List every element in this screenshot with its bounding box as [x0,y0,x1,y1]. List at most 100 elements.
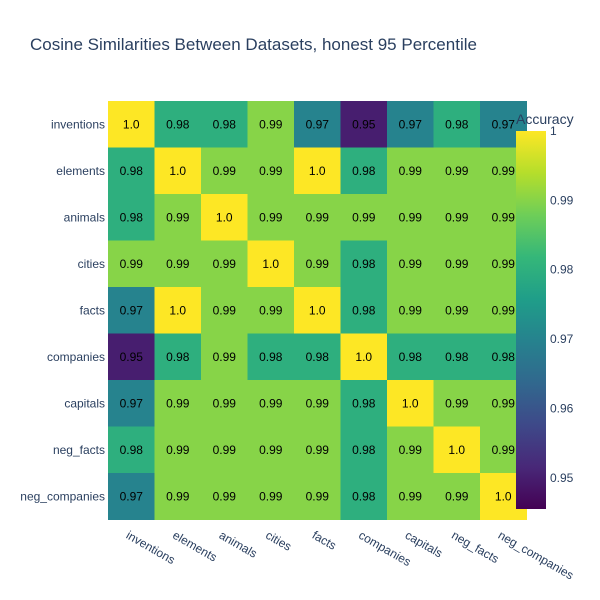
cell-value-label: 0.99 [399,489,423,503]
cell-value-label: 0.99 [306,257,330,271]
cell-value-label: 0.99 [306,396,330,410]
cell-value-label: 0.98 [445,350,469,364]
cell-value-label: 0.99 [166,210,190,224]
y-tick-label: capitals [64,396,105,410]
x-tick-label: inventions [124,528,178,567]
heatmap-cell [201,101,248,148]
cell-value-label: 1.0 [123,117,140,131]
heatmap-cell [340,147,388,195]
cell-value-label: 0.98 [166,117,190,131]
cell-value-label: 1.0 [402,396,419,410]
cell-value-label: 0.97 [492,117,516,131]
x-tick-label: neg_companies [496,528,576,582]
heatmap-cell [294,333,341,381]
heatmap-cell [247,333,295,381]
heatmap-cell [108,333,155,381]
heatmap-cell [201,473,248,520]
x-tick-label: neg_facts [449,528,501,566]
chart-title: Cosine Similarities Between Datasets, ho… [30,35,477,54]
colorbar-gradient [516,131,546,509]
heatmap-cell [201,426,248,474]
cell-value-label: 0.99 [213,396,237,410]
heatmap-cell [201,380,248,427]
cell-value-label: 0.99 [166,443,190,457]
cell-value-label: 0.98 [352,396,376,410]
heatmap-cell [387,333,434,381]
y-tick-label: elements [56,164,105,178]
heatmap-cell [340,287,388,334]
heatmap-cell [340,194,388,241]
heatmap-cell [154,147,202,195]
cell-value-label: 1.0 [309,303,326,317]
cell-value-label: 0.99 [259,489,283,503]
heatmap-cell [108,240,155,288]
colorbar-tick-label: 0.95 [550,471,574,485]
cell-value-label: 0.98 [166,350,190,364]
cell-value-label: 0.98 [352,303,376,317]
colorbar-tick-label: 0.99 [550,193,574,207]
cell-value-label: 0.99 [306,489,330,503]
cell-value-label: 0.99 [492,303,516,317]
cell-value-label: 0.99 [166,396,190,410]
cell-value-label: 0.99 [259,164,283,178]
cell-value-label: 0.99 [259,396,283,410]
cell-value-label: 0.98 [213,117,237,131]
heatmap-cell [154,426,202,474]
y-tick-label: facts [80,303,105,317]
cell-value-label: 1.0 [262,257,279,271]
cell-value-label: 0.99 [259,303,283,317]
cell-value-label: 0.99 [399,303,423,317]
cell-value-label: 0.99 [259,117,283,131]
heatmap-cell [154,194,202,241]
heatmap-cell [294,240,341,288]
heatmap-cell [108,147,155,195]
cell-value-label: 0.99 [213,489,237,503]
cell-value-label: 0.98 [352,443,376,457]
cell-value-label: 0.97 [120,303,144,317]
heatmap-cell [201,287,248,334]
cell-value-label: 0.98 [352,257,376,271]
cell-value-label: 0.99 [213,164,237,178]
heatmap-cell [387,426,434,474]
heatmap-cell [294,426,341,474]
x-tick-label: cities [263,528,294,554]
heatmap-cell [201,333,248,381]
cell-value-label: 0.98 [492,350,516,364]
heatmap-cell [433,333,481,381]
heatmap-cell [294,287,341,334]
heatmap-cell [154,240,202,288]
cell-value-label: 0.99 [492,257,516,271]
colorbar-tick-label: 0.97 [550,332,574,346]
heatmap-cell [433,473,481,520]
heatmap-cell [108,287,155,334]
x-tick-label: elements [170,528,219,564]
cell-value-label: 0.99 [492,210,516,224]
cell-value-label: 0.99 [166,257,190,271]
cell-value-label: 0.99 [492,443,516,457]
heatmap-cell [201,147,248,195]
colorbar-title: Accuracy [516,111,574,127]
cell-value-label: 0.98 [120,164,144,178]
heatmap-cell [247,380,295,427]
heatmap-cell [294,147,341,195]
heatmap-cell [433,287,481,334]
heatmap-cell [387,101,434,148]
cell-value-label: 0.98 [120,210,144,224]
heatmap-cell [108,101,155,148]
cell-value-label: 0.99 [399,210,423,224]
heatmap-cell [433,101,481,148]
cell-value-label: 1.0 [355,350,372,364]
heatmap-cell [387,194,434,241]
heatmap-cell [340,240,388,288]
cell-value-label: 0.98 [352,489,376,503]
heatmap-cell [247,426,295,474]
heatmap-cell [294,194,341,241]
y-tick-label: neg_companies [20,489,105,503]
cell-value-label: 0.95 [120,350,144,364]
heatmap-cell [387,473,434,520]
cell-value-label: 0.95 [352,117,376,131]
cell-value-label: 1.0 [309,164,326,178]
